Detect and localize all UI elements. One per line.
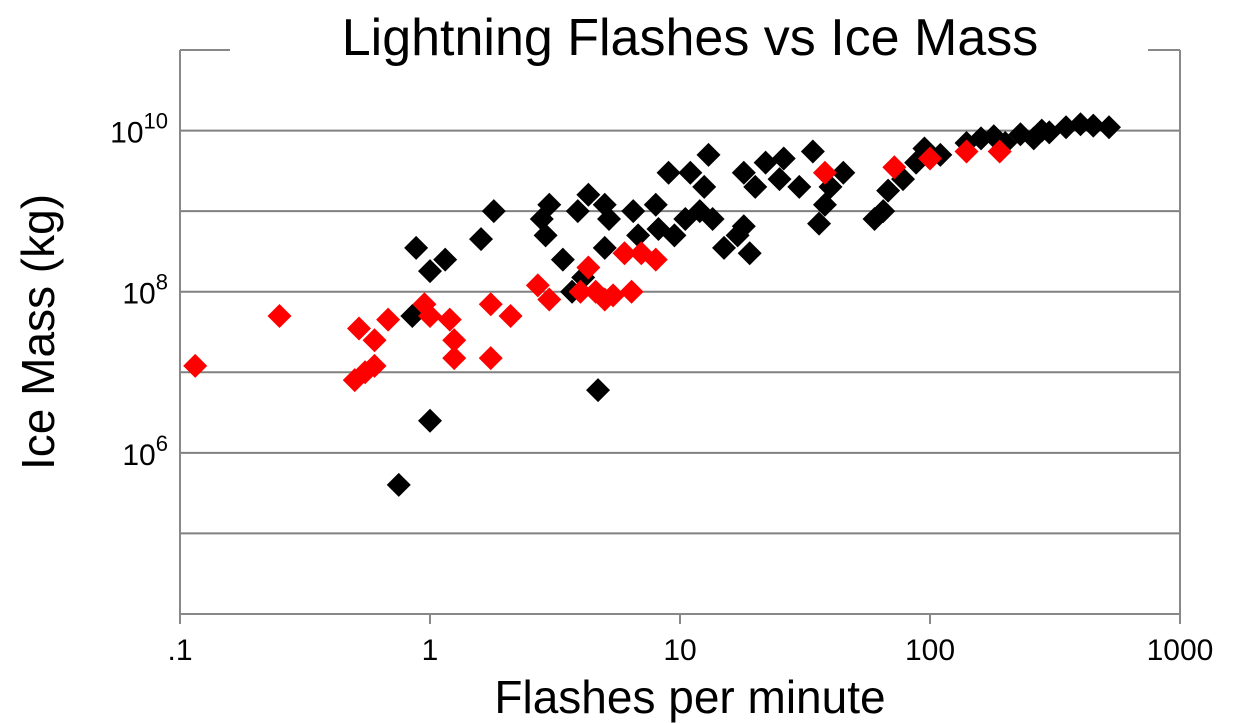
data-point-red bbox=[954, 139, 979, 164]
data-point-black bbox=[753, 150, 778, 175]
data-point-red bbox=[478, 292, 503, 317]
data-point-black bbox=[386, 472, 411, 497]
data-point-black bbox=[731, 160, 756, 185]
data-point-black bbox=[771, 146, 796, 171]
data-point-black bbox=[876, 178, 901, 203]
data-point-black bbox=[692, 174, 717, 199]
data-point-black bbox=[656, 160, 681, 185]
data-point-black bbox=[418, 408, 442, 433]
data-point-black bbox=[743, 174, 768, 199]
data-point-black bbox=[469, 227, 494, 252]
y-tick-label: 108 bbox=[122, 270, 168, 311]
data-point-red bbox=[612, 241, 637, 266]
x-tick-label: 100 bbox=[905, 634, 955, 667]
data-point-black bbox=[800, 139, 825, 164]
x-tick-labels: .1 1 10 100 1000 bbox=[167, 614, 1213, 667]
y-axis-label: Ice Mass (kg) bbox=[12, 194, 64, 470]
data-point-black bbox=[767, 167, 792, 192]
data-point-red bbox=[267, 303, 292, 328]
data-point-black bbox=[533, 223, 558, 248]
data-point-black bbox=[700, 206, 725, 231]
data-point-black bbox=[678, 160, 703, 185]
data-point-black bbox=[597, 206, 622, 231]
x-axis-label: Flashes per minute bbox=[494, 671, 885, 723]
data-point-black bbox=[433, 247, 458, 272]
data-point-black bbox=[696, 142, 721, 167]
data-point-black bbox=[737, 241, 762, 266]
data-point-red bbox=[643, 247, 668, 272]
data-point-red bbox=[442, 328, 467, 353]
data-point-black bbox=[662, 223, 687, 248]
data-point-black bbox=[1097, 115, 1122, 140]
data-point-black bbox=[621, 199, 646, 224]
data-point-red bbox=[478, 346, 503, 371]
data-point-black bbox=[1081, 113, 1106, 138]
data-point-black bbox=[812, 192, 837, 217]
data-point-red bbox=[183, 353, 208, 378]
data-point-red bbox=[376, 307, 401, 332]
data-point-red bbox=[987, 139, 1012, 164]
y-tick-label: 106 bbox=[122, 431, 168, 472]
data-point-red bbox=[576, 255, 601, 280]
data-point-black bbox=[626, 223, 651, 248]
gridlines bbox=[180, 129, 1180, 535]
y-tick-label: 1010 bbox=[110, 109, 168, 150]
data-point-red bbox=[619, 279, 644, 304]
data-point-black bbox=[481, 199, 506, 224]
data-point-red bbox=[437, 307, 462, 332]
data-point-black bbox=[537, 192, 562, 217]
data-point-black bbox=[712, 235, 737, 260]
data-point-red bbox=[525, 273, 550, 298]
data-point-black bbox=[550, 247, 575, 272]
data-point-black bbox=[565, 199, 590, 224]
data-point-black bbox=[807, 211, 832, 236]
data-point-red bbox=[882, 155, 907, 180]
y-tick-labels: 106 108 1010 bbox=[110, 109, 168, 472]
data-point-red bbox=[498, 303, 523, 328]
data-point-red bbox=[362, 328, 387, 353]
data-point-red bbox=[601, 283, 626, 308]
data-point-black bbox=[787, 174, 812, 199]
data-point-black bbox=[643, 192, 668, 217]
data-point-red bbox=[918, 146, 942, 171]
data-point-red bbox=[812, 160, 837, 185]
data-points bbox=[183, 112, 1122, 497]
data-point-black bbox=[831, 160, 856, 185]
data-point-red bbox=[537, 287, 562, 312]
x-tick-label: .1 bbox=[167, 634, 192, 667]
data-point-red bbox=[347, 316, 372, 341]
data-point-black bbox=[576, 182, 601, 207]
data-point-black bbox=[418, 259, 442, 284]
data-point-black bbox=[731, 214, 756, 239]
data-point-black bbox=[1008, 122, 1033, 147]
data-point-black bbox=[871, 199, 896, 224]
x-tick-label: 1000 bbox=[1147, 634, 1214, 667]
x-tick-label: 1 bbox=[422, 634, 439, 667]
data-point-black bbox=[404, 235, 429, 260]
data-point-red bbox=[568, 279, 593, 304]
x-tick-label: 10 bbox=[663, 634, 696, 667]
data-point-red bbox=[442, 346, 467, 371]
data-point-red bbox=[418, 303, 442, 328]
data-point-black bbox=[592, 235, 617, 260]
chart-title: Lightning Flashes vs Ice Mass bbox=[342, 9, 1039, 67]
data-point-red bbox=[362, 353, 387, 378]
data-point-black bbox=[586, 378, 611, 403]
